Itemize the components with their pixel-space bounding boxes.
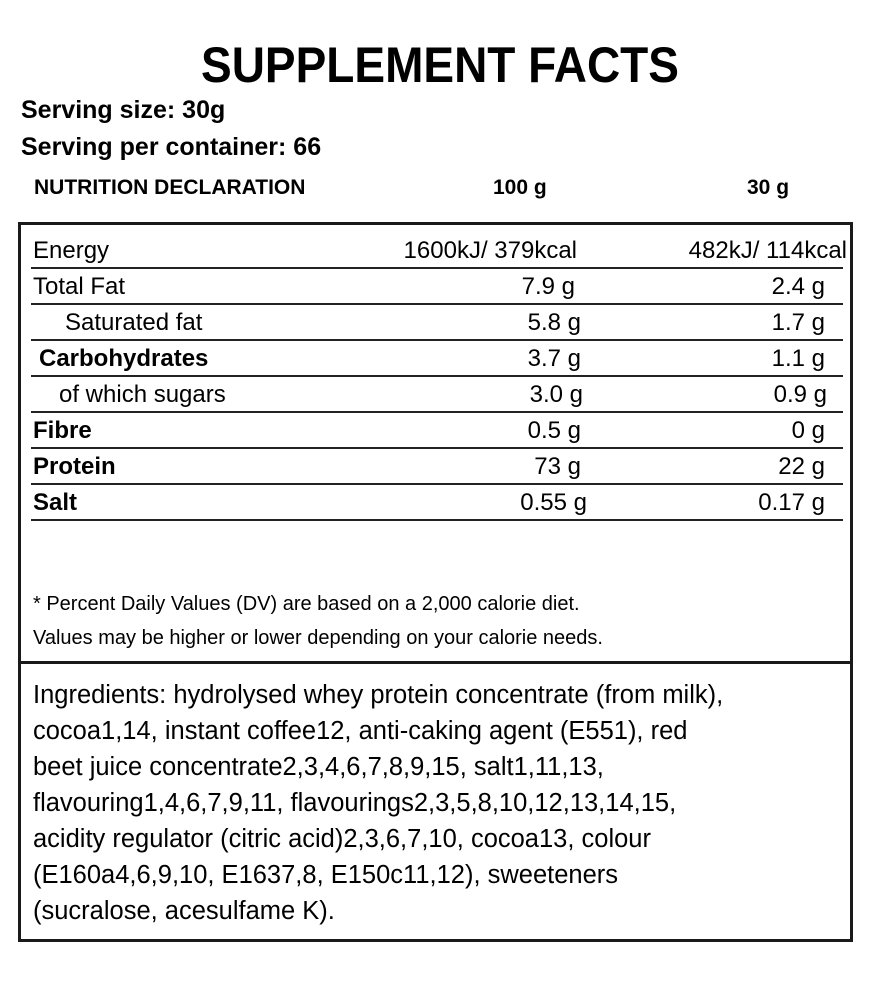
nutrient-name: Salt xyxy=(33,489,78,516)
table-row: Saturated fat 5.8 g 1.7 g xyxy=(31,303,843,341)
value-per-100g: 0.5 g xyxy=(527,417,581,444)
value-per-serving: 2.4 g xyxy=(771,273,825,300)
nutrient-name: Protein xyxy=(33,453,116,480)
value-per-serving: 0.17 g xyxy=(758,489,825,516)
table-row: Energy 1600kJ/ 379kcal 482kJ/ 114kcal xyxy=(31,231,847,269)
footnote-line-1: * Percent Daily Values (DV) are based on… xyxy=(33,593,580,615)
value-per-100g: 0.55 g xyxy=(520,489,587,516)
nutrition-table: Energy 1600kJ/ 379kcal 482kJ/ 114kcal To… xyxy=(21,225,850,661)
column-header-30g: 30 g xyxy=(747,176,790,199)
value-per-serving: 0 g xyxy=(791,417,825,444)
servings-per-container: Serving per container: 66 xyxy=(21,133,322,161)
nutrient-name: Carbohydrates xyxy=(39,345,209,372)
value-per-100g: 3.7 g xyxy=(527,345,581,372)
table-row: Protein 73 g 22 g xyxy=(31,447,843,485)
section-divider xyxy=(21,661,850,664)
nutrient-name: Energy xyxy=(33,237,110,264)
value-per-100g: 1600kJ/ 379kcal xyxy=(403,237,577,264)
value-per-serving: 1.1 g xyxy=(771,345,825,372)
value-per-serving: 0.9 g xyxy=(773,381,827,408)
table-row: Salt 0.55 g 0.17 g xyxy=(31,483,843,521)
serving-size: Serving size: 30g xyxy=(21,96,226,124)
nutrient-name: Saturated fat xyxy=(65,309,203,336)
table-row: Fibre 0.5 g 0 g xyxy=(31,411,843,449)
value-per-serving: 482kJ/ 114kcal xyxy=(688,237,847,264)
table-row: Carbohydrates 3.7 g 1.1 g xyxy=(31,339,843,377)
ingredients-line: beet juice concentrate2,3,4,6,7,8,9,15, … xyxy=(33,753,604,781)
nutrient-name: of which sugars xyxy=(59,381,226,408)
declaration-label: NUTRITION DECLARATION xyxy=(34,176,306,199)
ingredients-line: (sucralose, acesulfame K). xyxy=(33,897,335,925)
value-per-serving: 1.7 g xyxy=(771,309,825,336)
ingredients-list: Ingredients: hydrolysed whey protein con… xyxy=(33,677,863,929)
footnote-line-2: Values may be higher or lower depending … xyxy=(33,627,603,649)
ingredients-line: Ingredients: hydrolysed whey protein con… xyxy=(33,681,724,709)
value-per-100g: 73 g xyxy=(534,453,581,480)
ingredients-line: acidity regulator (citric acid)2,3,6,7,1… xyxy=(33,825,651,853)
ingredients-line: flavouring1,4,6,7,9,11, flavourings2,3,5… xyxy=(33,789,677,817)
value-per-100g: 3.0 g xyxy=(529,381,583,408)
nutrient-name: Total Fat xyxy=(33,273,126,300)
table-row: Total Fat 7.9 g 2.4 g xyxy=(31,267,843,305)
nutrient-name: Fibre xyxy=(33,417,92,444)
daily-value-footnote: * Percent Daily Values (DV) are based on… xyxy=(33,587,603,655)
value-per-100g: 5.8 g xyxy=(527,309,581,336)
value-per-serving: 22 g xyxy=(778,453,825,480)
ingredients-line: (E160a4,6,9,10, E1637,8, E150c11,12), sw… xyxy=(33,861,619,889)
facts-panel: Energy 1600kJ/ 379kcal 482kJ/ 114kcal To… xyxy=(18,222,853,942)
value-per-100g: 7.9 g xyxy=(521,273,575,300)
column-header-100g: 100 g xyxy=(493,176,547,199)
table-row: of which sugars 3.0 g 0.9 g xyxy=(31,375,843,413)
page-title: SUPPLEMENT FACTS xyxy=(201,37,679,93)
nutrition-declaration-header: NUTRITION DECLARATION 100 g 30 g xyxy=(0,176,880,206)
ingredients-line: cocoa1,14, instant coffee12, anti-caking… xyxy=(33,717,688,745)
